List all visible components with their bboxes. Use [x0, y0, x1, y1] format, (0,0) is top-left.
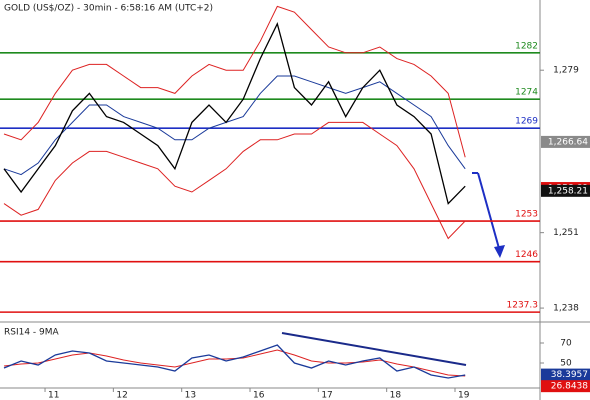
series-line	[3, 21, 466, 205]
price-tag	[541, 135, 590, 148]
level-label: 1269	[515, 117, 538, 127]
price-tag-label: 1,266.64	[548, 137, 588, 147]
y-tick-label: 1,251	[553, 228, 579, 238]
price-tag	[541, 368, 590, 381]
x-tick-label: 12	[116, 391, 127, 400]
price-tag-label: 1,258.21	[548, 186, 588, 196]
panel-title: GOLD (US$/OZ) - 30min - 6:58:16 AM (UTC+…	[4, 4, 213, 14]
price-tag-label: 26.8438	[551, 382, 588, 392]
price-tag	[541, 184, 590, 197]
rsi-trendline	[281, 332, 467, 366]
x-tick-label: 19	[458, 391, 470, 400]
x-tick-label: 17	[321, 391, 332, 400]
x-tick-label: 11	[48, 391, 59, 400]
y-tick-label: 50	[560, 359, 572, 369]
arrow-head	[494, 245, 505, 258]
y-tick-label: 1,279	[553, 66, 579, 76]
y-tick-label: 70	[560, 339, 572, 349]
series-line	[3, 344, 466, 379]
price-tag-label: 38.3957	[551, 370, 588, 380]
series-line	[3, 121, 466, 240]
panel-title: RSI14 - 9MA	[4, 328, 60, 338]
y-tick-label: 1,238	[553, 304, 579, 314]
level-label: 1282	[515, 41, 538, 51]
forecast-arrow	[477, 172, 501, 253]
level-label: 1274	[515, 88, 538, 98]
level-label: 1237.3	[507, 301, 539, 311]
series-line	[3, 5, 466, 158]
level-label: 1246	[515, 250, 538, 260]
price-tag	[541, 380, 590, 393]
x-tick-label: 13	[185, 391, 196, 400]
x-tick-label: 16	[253, 391, 265, 400]
x-tick-label: 18	[390, 391, 402, 400]
level-label: 1253	[515, 210, 538, 220]
